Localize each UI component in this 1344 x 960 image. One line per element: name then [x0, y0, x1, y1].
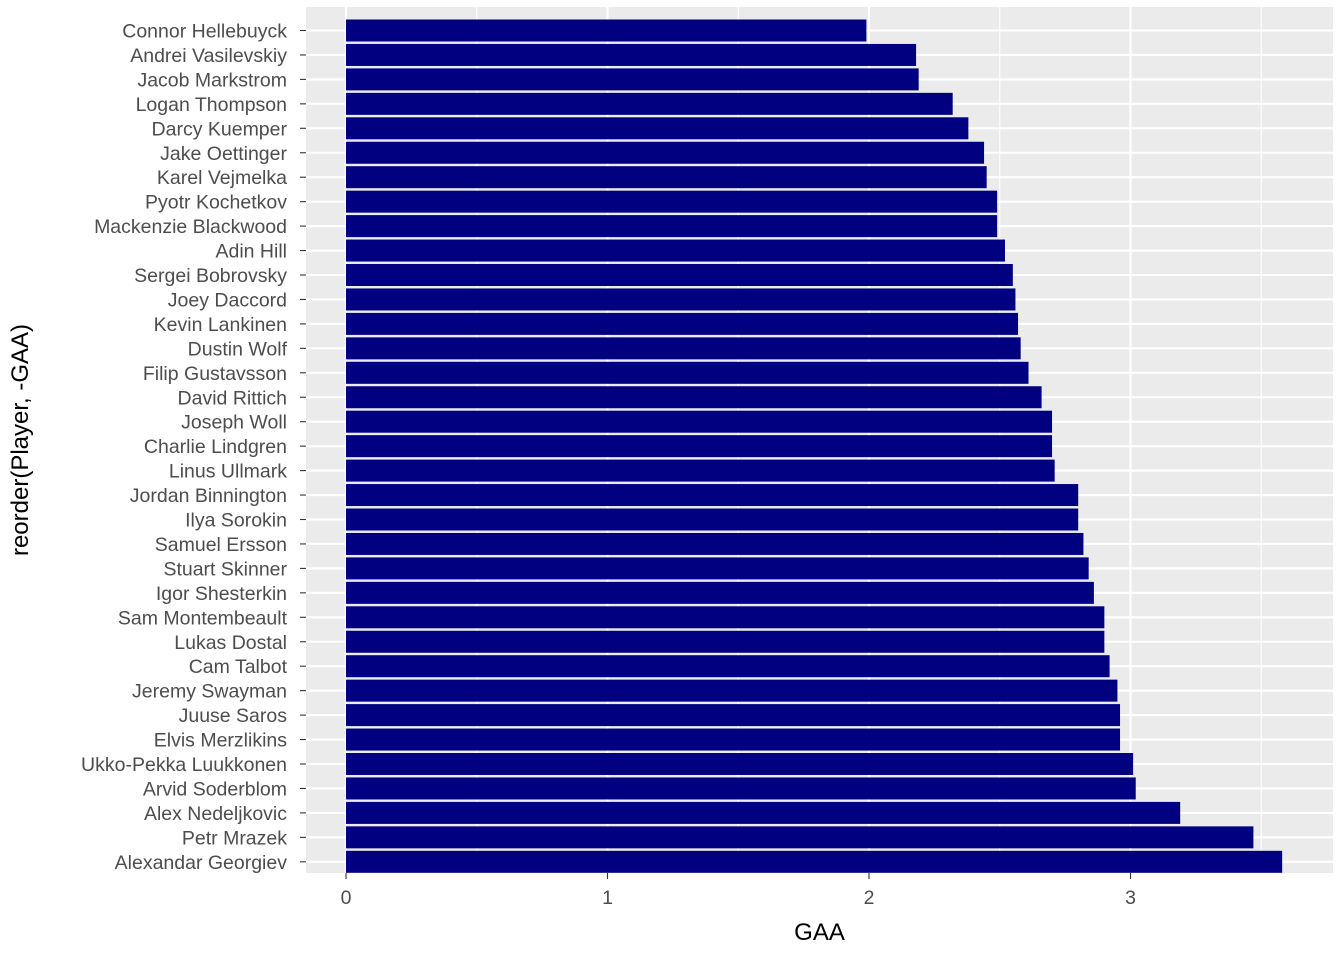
y-tick-label: Jordan Binnington [130, 485, 287, 507]
bar [346, 655, 1110, 678]
bar [346, 532, 1084, 555]
bar [346, 386, 1042, 409]
bar [346, 581, 1094, 604]
bar [346, 361, 1029, 384]
bars [346, 19, 1283, 873]
y-tick-label: Ilya Sorokin [185, 510, 287, 532]
bar [346, 728, 1121, 751]
x-tick-label: 2 [864, 887, 875, 909]
y-tick-label: Sam Montembeault [118, 607, 288, 629]
bar [346, 117, 969, 140]
bar [346, 43, 917, 66]
bar [346, 141, 985, 164]
bar [346, 777, 1136, 800]
y-tick-label: Lukas Dostal [174, 632, 287, 654]
bar [346, 484, 1079, 507]
y-tick-label: Karel Vejmelka [157, 167, 287, 189]
y-tick-label: Kevin Lankinen [154, 314, 287, 336]
y-tick-label: Andrei Vasilevskiy [130, 45, 287, 67]
y-tick-label: Ukko-Pekka Luukkonen [81, 754, 287, 776]
y-tick-label: David Rittich [178, 387, 287, 409]
bar [346, 288, 1016, 311]
bar [346, 166, 987, 189]
y-tick-label: Pyotr Kochetkov [145, 192, 287, 214]
y-tick-label: Mackenzie Blackwood [94, 216, 287, 238]
bar [346, 312, 1019, 335]
bar [346, 606, 1105, 629]
y-tick-label: Adin Hill [215, 241, 287, 263]
bar [346, 826, 1254, 849]
x-axis-title: GAA [794, 919, 845, 946]
y-axis-title: reorder(Player, -GAA) [7, 324, 34, 556]
y-tick-label: Sergei Bobrovsky [134, 265, 287, 287]
y-tick-label: Linus Ullmark [169, 461, 287, 483]
x-tick-label: 3 [1125, 887, 1136, 909]
y-tick-label: Filip Gustavsson [143, 363, 287, 385]
y-tick-label: Jeremy Swayman [132, 681, 287, 703]
bar [346, 68, 919, 91]
bar [346, 239, 1005, 262]
bar [346, 264, 1013, 286]
y-tick-label: Cam Talbot [189, 656, 288, 678]
bar [346, 19, 867, 42]
y-tick-label: Elvis Merzlikins [154, 730, 288, 752]
bar [346, 435, 1053, 458]
y-tick-label: Dustin Wolf [188, 338, 288, 360]
x-tick-label: 0 [341, 887, 352, 909]
y-tick-label: Joseph Woll [181, 412, 287, 434]
bar [346, 459, 1055, 482]
bar [346, 337, 1021, 360]
bar [346, 557, 1089, 580]
bar [346, 753, 1134, 775]
bar [346, 215, 998, 238]
bar [346, 92, 953, 115]
y-tick-label: Charlie Lindgren [144, 436, 287, 458]
y-tick-label: Juuse Saros [179, 705, 288, 727]
bar [346, 704, 1121, 727]
y-tick-label: Logan Thompson [136, 94, 287, 116]
bar [346, 410, 1053, 433]
y-tick-label: Arvid Soderblom [143, 778, 287, 800]
y-tick-label: Igor Shesterkin [156, 583, 287, 605]
y-tick-label: Samuel Ersson [155, 534, 287, 556]
x-axis-ticks: 0 1 2 3 [341, 873, 1136, 909]
bar [346, 850, 1283, 873]
y-tick-label: Jake Oettinger [160, 143, 287, 165]
y-tick-label: Stuart Skinner [163, 558, 287, 580]
y-tick-label: Alexandar Georgiev [115, 852, 288, 874]
bar [346, 508, 1079, 531]
y-tick-label: Petr Mrazek [182, 827, 287, 849]
bar [346, 630, 1105, 653]
x-tick-label: 1 [602, 887, 613, 909]
y-tick-label: Darcy Kuemper [152, 118, 288, 140]
bar [346, 190, 998, 213]
bar [346, 801, 1181, 824]
y-tick-label: Connor Hellebuyck [122, 21, 287, 43]
y-tick-label: Alex Nedeljkovic [144, 803, 287, 825]
y-tick-label: Joey Daccord [168, 289, 287, 311]
y-tick-label: Jacob Markstrom [137, 69, 287, 91]
bar [346, 679, 1118, 702]
